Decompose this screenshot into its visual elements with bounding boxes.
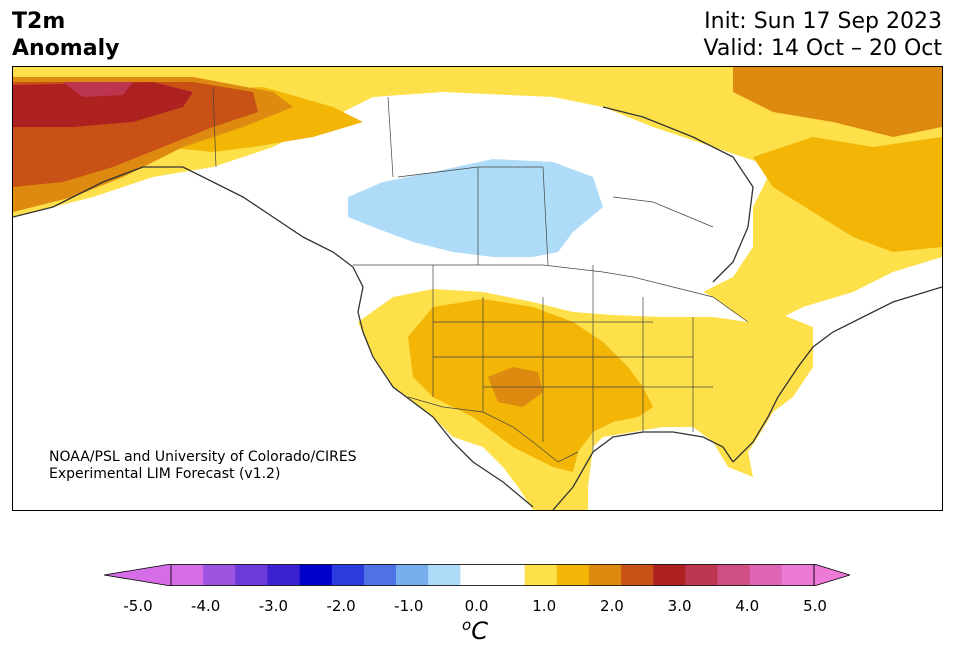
- credit-line-2: Experimental LIM Forecast (v1.2): [49, 466, 281, 482]
- colorbar-cell: [781, 564, 815, 586]
- colorbar-tick-label: 2.0: [599, 597, 624, 615]
- credit-line-1: NOAA/PSL and University of Colorado/CIRE…: [49, 449, 357, 465]
- colorbar-tick-label: 4.0: [735, 597, 760, 615]
- colorbar-cell: [556, 564, 590, 586]
- anomaly-zone-cold-north-central: [348, 159, 603, 257]
- colorbar: [104, 564, 850, 586]
- colorbar-cell: [492, 564, 525, 586]
- atlantic-coastline: [732, 286, 942, 463]
- colorbar-cell: [267, 564, 300, 586]
- colorbar-over-arrow: [813, 564, 850, 586]
- us-state-lines: [432, 265, 713, 452]
- colorbar-tick-label: -4.0: [191, 597, 221, 615]
- pacific-coastline: [13, 166, 534, 508]
- colorbar-cell: [749, 564, 783, 586]
- anomaly-zone-crimson-alaska: [63, 82, 133, 97]
- anomaly-zone-dark-orange-northeast: [733, 67, 942, 137]
- us-canada-border: [353, 264, 749, 323]
- colorbar-tick-label: -5.0: [123, 597, 153, 615]
- unit-letter: C: [471, 617, 488, 645]
- colorbar-tick-label: 0.0: [464, 597, 489, 615]
- colorbar-cell: [524, 564, 558, 586]
- colorbar-cell: [396, 564, 429, 586]
- colorbar-cell: [363, 564, 397, 586]
- colorbar-tick-label: -3.0: [258, 597, 289, 615]
- anomaly-map: [13, 67, 942, 510]
- anomaly-zone-red-alaska: [13, 82, 193, 127]
- colorbar-cell: [621, 564, 654, 586]
- hudson-bay-shore: [602, 106, 754, 283]
- colorbar-cell: [460, 564, 493, 586]
- init-date: Init: Sun 17 Sep 2023: [704, 9, 942, 34]
- colorbar-tick-label: 1.0: [532, 597, 557, 615]
- colorbar-cell: [235, 564, 268, 586]
- colorbar-cell: [588, 564, 622, 586]
- map-panel: [12, 66, 943, 511]
- colorbar-cell: [299, 564, 333, 586]
- colorbar-cell: [653, 564, 686, 586]
- us-mexico-border: [407, 396, 579, 463]
- title-line-1: T2m: [12, 9, 66, 34]
- colorbar-tick-label: -1.0: [394, 597, 424, 615]
- anomaly-zone-orange-northeast: [753, 137, 942, 252]
- colorbar-under-arrow: [104, 564, 172, 586]
- anomaly-fills: [13, 67, 942, 510]
- colorbar-cells: [171, 564, 815, 586]
- data-credit: NOAA/PSL and University of Colorado/CIRE…: [49, 449, 357, 483]
- colorbar-cell: [685, 564, 718, 586]
- colorbar-cell: [331, 564, 365, 586]
- colorbar-cell: [203, 564, 236, 586]
- colorbar-tick-label: 3.0: [667, 597, 692, 615]
- forecast-dates: Init: Sun 17 Sep 2023 Valid: 14 Oct – 20…: [704, 8, 942, 62]
- colorbar-tick-label: 5.0: [803, 597, 827, 615]
- title-line-2: Anomaly: [12, 36, 120, 61]
- colorbar-cell: [717, 564, 750, 586]
- valid-range: Valid: 14 Oct – 20 Oct: [703, 36, 942, 61]
- map-title: T2m Anomaly: [12, 8, 119, 62]
- colorbar-unit: oC: [462, 616, 488, 645]
- colorbar-outline: [170, 564, 815, 586]
- canada-province-lines: [387, 96, 714, 266]
- unit-degree-symbol: o: [462, 616, 472, 634]
- colorbar-tick-label: -2.0: [326, 597, 356, 615]
- alaska-border: [212, 86, 217, 168]
- colorbar-cell: [428, 564, 461, 586]
- political-borders: [212, 86, 749, 463]
- colorbar-cell: [171, 564, 204, 586]
